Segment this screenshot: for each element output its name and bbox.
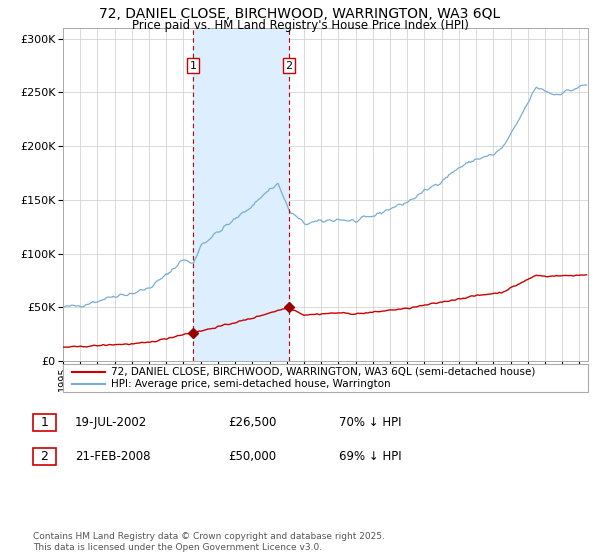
Text: £50,000: £50,000	[228, 450, 276, 463]
Text: Contains HM Land Registry data © Crown copyright and database right 2025.
This d: Contains HM Land Registry data © Crown c…	[33, 532, 385, 552]
Text: Price paid vs. HM Land Registry's House Price Index (HPI): Price paid vs. HM Land Registry's House …	[131, 19, 469, 32]
Bar	[193, 28, 289, 361]
Text: £26,500: £26,500	[228, 416, 277, 430]
Text: 21-FEB-2008: 21-FEB-2008	[75, 450, 151, 463]
Text: 2: 2	[286, 60, 293, 71]
Text: 19-JUL-2002: 19-JUL-2002	[75, 416, 147, 430]
Text: 1: 1	[40, 416, 49, 430]
Text: 72, DANIEL CLOSE, BIRCHWOOD, WARRINGTON, WA3 6QL (semi-detached house): 72, DANIEL CLOSE, BIRCHWOOD, WARRINGTON,…	[111, 367, 535, 377]
Text: 72, DANIEL CLOSE, BIRCHWOOD, WARRINGTON, WA3 6QL: 72, DANIEL CLOSE, BIRCHWOOD, WARRINGTON,…	[100, 7, 500, 21]
Text: 2: 2	[40, 450, 49, 463]
Text: 70% ↓ HPI: 70% ↓ HPI	[339, 416, 401, 430]
Text: 1: 1	[190, 60, 196, 71]
Text: HPI: Average price, semi-detached house, Warrington: HPI: Average price, semi-detached house,…	[111, 379, 391, 389]
Text: 69% ↓ HPI: 69% ↓ HPI	[339, 450, 401, 463]
